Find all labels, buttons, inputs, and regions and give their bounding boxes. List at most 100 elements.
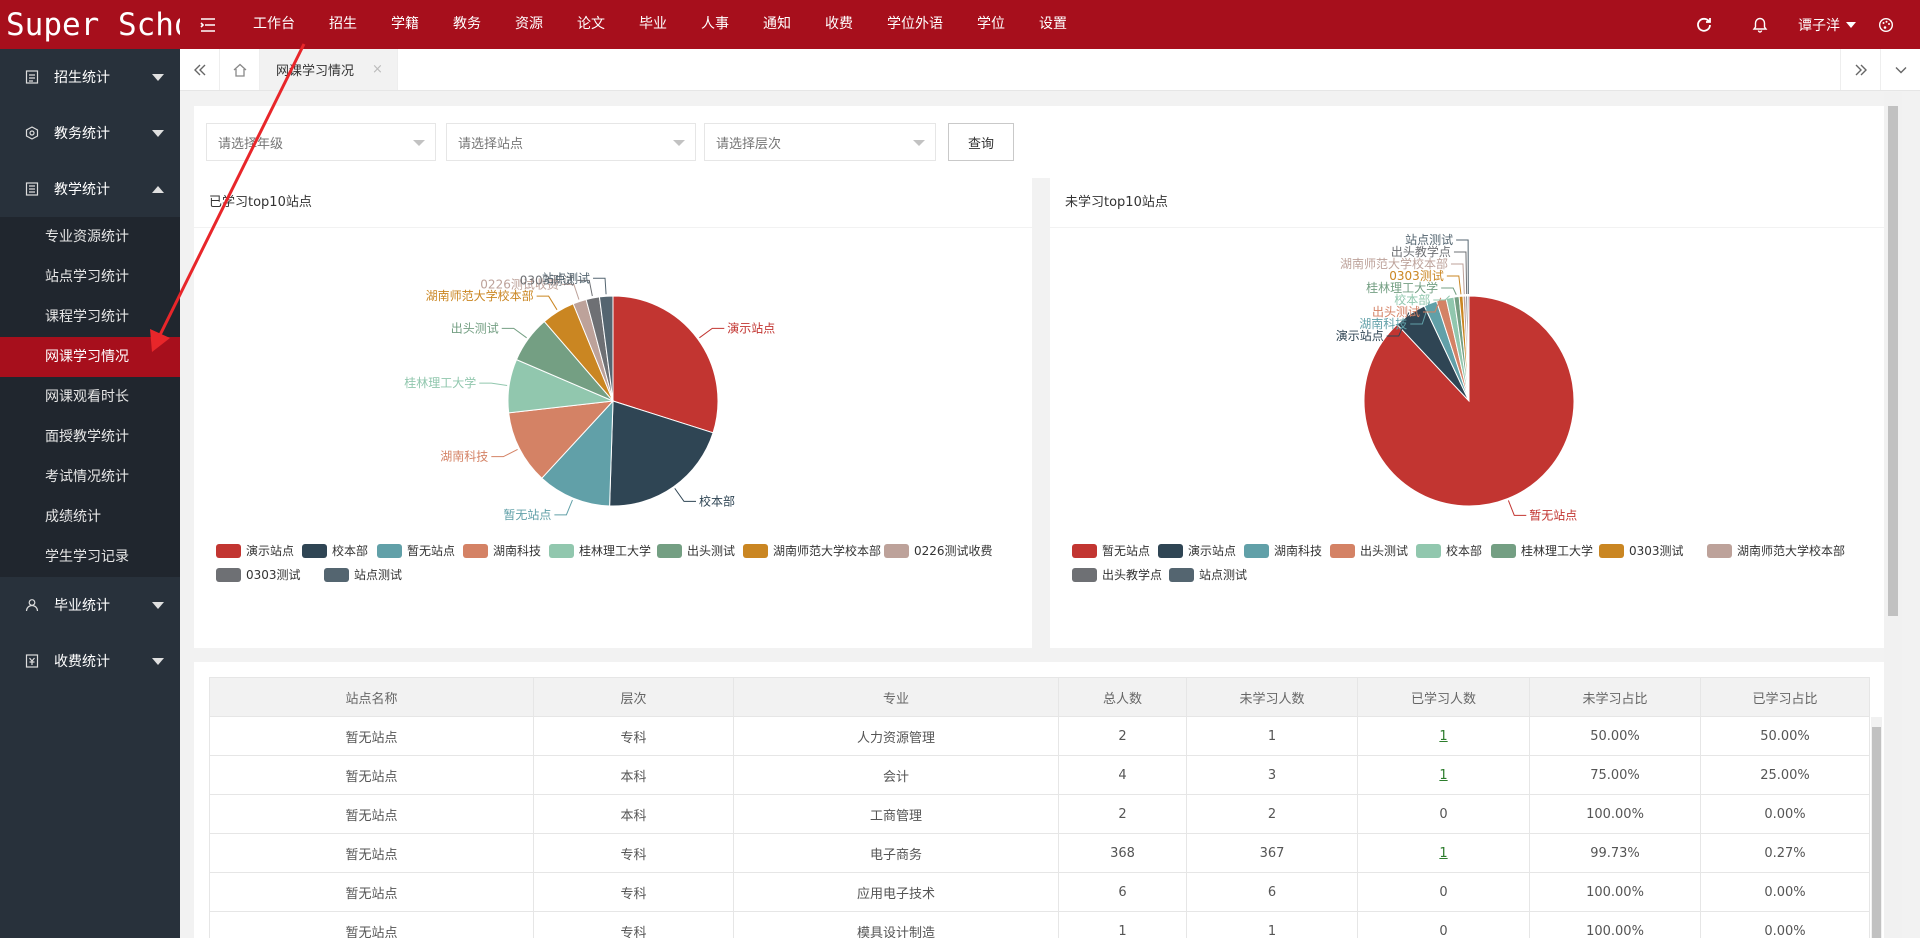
learned-count-link[interactable]: 1 xyxy=(1439,728,1448,744)
table-cell: 6 xyxy=(1058,872,1187,912)
legend-item[interactable]: 出头测试 xyxy=(1330,543,1408,558)
grade-select[interactable]: 请选择年级 xyxy=(206,123,436,161)
legend-item[interactable]: 湖南师范大学校本部 xyxy=(1707,543,1845,558)
legend-item[interactable]: 校本部 xyxy=(1416,543,1482,558)
page-scrollbar-thumb[interactable] xyxy=(1888,106,1898,616)
legend-item[interactable]: 演示站点 xyxy=(1158,543,1236,558)
legend-swatch xyxy=(549,544,574,558)
table-cell: 模具设计制造 xyxy=(733,911,1059,938)
pie-label: 湖南科技 xyxy=(1359,316,1407,331)
nav-item-academic[interactable]: 教务 xyxy=(453,16,481,32)
legend-item[interactable]: 演示站点 xyxy=(216,543,294,558)
sidebar-group-teaching-stats[interactable]: 教学统计 xyxy=(0,161,180,217)
nav-item-fees[interactable]: 收费 xyxy=(825,16,853,32)
sidebar-group-academic-stats[interactable]: 教务统计 xyxy=(0,105,180,161)
legend-item[interactable]: 湖南师范大学校本部 xyxy=(743,543,881,558)
legend-label: 0303测试 xyxy=(1629,543,1684,558)
pie-slice[interactable] xyxy=(541,399,614,507)
user-name: 谭子洋 xyxy=(1798,17,1840,34)
sidebar-item-site-learning-stats[interactable]: 站点学习统计 xyxy=(45,269,129,285)
nav-item-admission[interactable]: 招生 xyxy=(329,16,357,32)
pie-slice[interactable] xyxy=(1467,295,1470,402)
tab-online-course-learning[interactable]: 网课学习情况 × xyxy=(260,49,398,90)
scroll-tabs-left-icon[interactable] xyxy=(180,49,220,90)
refresh-icon[interactable] xyxy=(1676,0,1732,49)
sidebar-group-admission-stats[interactable]: 招生统计 xyxy=(0,49,180,105)
legend-item[interactable]: 0303测试 xyxy=(1599,543,1684,558)
table-scrollbar[interactable] xyxy=(1871,717,1882,938)
home-icon[interactable] xyxy=(220,49,260,90)
nav-item-degree-language[interactable]: 学位外语 xyxy=(887,16,943,32)
pie-label-line xyxy=(479,382,508,386)
table-cell: 75.00% xyxy=(1529,755,1701,795)
legend-item[interactable]: 0226测试收费 xyxy=(884,543,993,558)
nav-item-hr[interactable]: 人事 xyxy=(701,16,729,32)
legend-item[interactable]: 桂林理工大学 xyxy=(1491,543,1593,558)
table-cell: 3 xyxy=(1186,755,1358,795)
pie-label: 出头教学点 xyxy=(1391,244,1451,259)
legend-swatch xyxy=(1072,568,1097,582)
learned-top10-pie-chart: 演示站点校本部暂无站点湖南科技桂林理工大学出头测试湖南师范大学校本部0226测试… xyxy=(216,270,993,582)
query-button[interactable]: 查询 xyxy=(948,123,1014,161)
app-logo[interactable]: Super School xyxy=(6,6,180,43)
pie-label-line xyxy=(1441,287,1457,295)
learned-count-link[interactable]: 1 xyxy=(1439,767,1448,783)
legend-label: 暂无站点 xyxy=(1102,544,1150,558)
site-select[interactable]: 请选择站点 xyxy=(446,123,696,161)
tab-options-chevron-icon[interactable] xyxy=(1880,49,1920,90)
nav-item-notice[interactable]: 通知 xyxy=(763,16,791,32)
theme-palette-icon[interactable] xyxy=(1866,0,1906,49)
sidebar-item-face-teaching-stats[interactable]: 面授教学统计 xyxy=(45,429,129,445)
legend-item[interactable]: 桂林理工大学 xyxy=(549,543,651,558)
legend-item[interactable]: 站点测试 xyxy=(1169,567,1247,582)
nav-item-resources[interactable]: 资源 xyxy=(515,16,543,32)
legend-item[interactable]: 站点测试 xyxy=(324,567,402,582)
nav-item-degree[interactable]: 学位 xyxy=(977,16,1005,32)
legend-item[interactable]: 0303测试 xyxy=(216,567,301,582)
sidebar-item-online-course-learning[interactable]: 网课学习情况 xyxy=(0,337,180,377)
nav-item-graduation[interactable]: 毕业 xyxy=(639,16,667,32)
pie-slice[interactable] xyxy=(1363,295,1575,507)
nav-item-student-status[interactable]: 学籍 xyxy=(391,16,419,32)
pie-slice[interactable] xyxy=(612,295,719,434)
nav-item-workbench[interactable]: 工作台 xyxy=(253,16,295,32)
close-icon[interactable]: × xyxy=(372,62,383,77)
menu-toggle-icon[interactable] xyxy=(180,0,236,49)
table-cell: 0.27% xyxy=(1700,833,1870,873)
table-cell: 会计 xyxy=(733,755,1059,795)
pie-label-line xyxy=(1456,239,1469,295)
grade-select-placeholder: 请选择年级 xyxy=(218,136,284,152)
legend-item[interactable]: 出头教学点 xyxy=(1072,567,1162,582)
sidebar-item-course-learning-stats[interactable]: 课程学习统计 xyxy=(45,309,129,325)
pie-slice[interactable] xyxy=(508,400,615,479)
pie-slice[interactable] xyxy=(598,295,614,402)
user-menu[interactable]: 谭子洋 xyxy=(1788,15,1866,35)
sidebar-item-exam-stats[interactable]: 考试情况统计 xyxy=(45,469,129,485)
sidebar-group-fee-stats[interactable]: 收费统计 xyxy=(0,633,180,689)
sidebar-item-student-learning-records[interactable]: 学生学习记录 xyxy=(45,549,129,565)
table-scrollbar-thumb[interactable] xyxy=(1872,727,1881,938)
level-select[interactable]: 请选择层次 xyxy=(704,123,936,161)
table-cell: 100.00% xyxy=(1529,794,1701,834)
sidebar-item-score-stats[interactable]: 成绩统计 xyxy=(45,509,101,525)
page-scrollbar[interactable] xyxy=(1884,92,1902,938)
bell-icon[interactable] xyxy=(1732,0,1788,49)
tab-label: 网课学习情况 xyxy=(276,64,355,79)
nav-item-thesis[interactable]: 论文 xyxy=(577,16,605,32)
legend-swatch xyxy=(216,568,241,582)
legend-item[interactable]: 湖南科技 xyxy=(463,543,541,558)
sidebar-item-major-resource-stats[interactable]: 专业资源统计 xyxy=(45,229,129,245)
nav-item-settings[interactable]: 设置 xyxy=(1039,16,1067,32)
legend-item[interactable]: 校本部 xyxy=(302,543,368,558)
legend-item[interactable]: 暂无站点 xyxy=(1072,544,1150,558)
legend-item[interactable]: 出头测试 xyxy=(657,543,735,558)
scroll-tabs-right-icon[interactable] xyxy=(1840,49,1880,90)
legend-item[interactable]: 湖南科技 xyxy=(1244,543,1322,558)
pie-slice[interactable] xyxy=(609,400,714,507)
sidebar-group-graduation-stats[interactable]: 毕业统计 xyxy=(0,577,180,633)
sidebar-item-online-watch-time[interactable]: 网课观看时长 xyxy=(45,389,129,405)
learned-count-link[interactable]: 1 xyxy=(1439,845,1448,861)
table-cell: 50.00% xyxy=(1529,716,1701,756)
legend-label: 湖南科技 xyxy=(1274,543,1322,558)
legend-item[interactable]: 暂无站点 xyxy=(377,544,455,558)
